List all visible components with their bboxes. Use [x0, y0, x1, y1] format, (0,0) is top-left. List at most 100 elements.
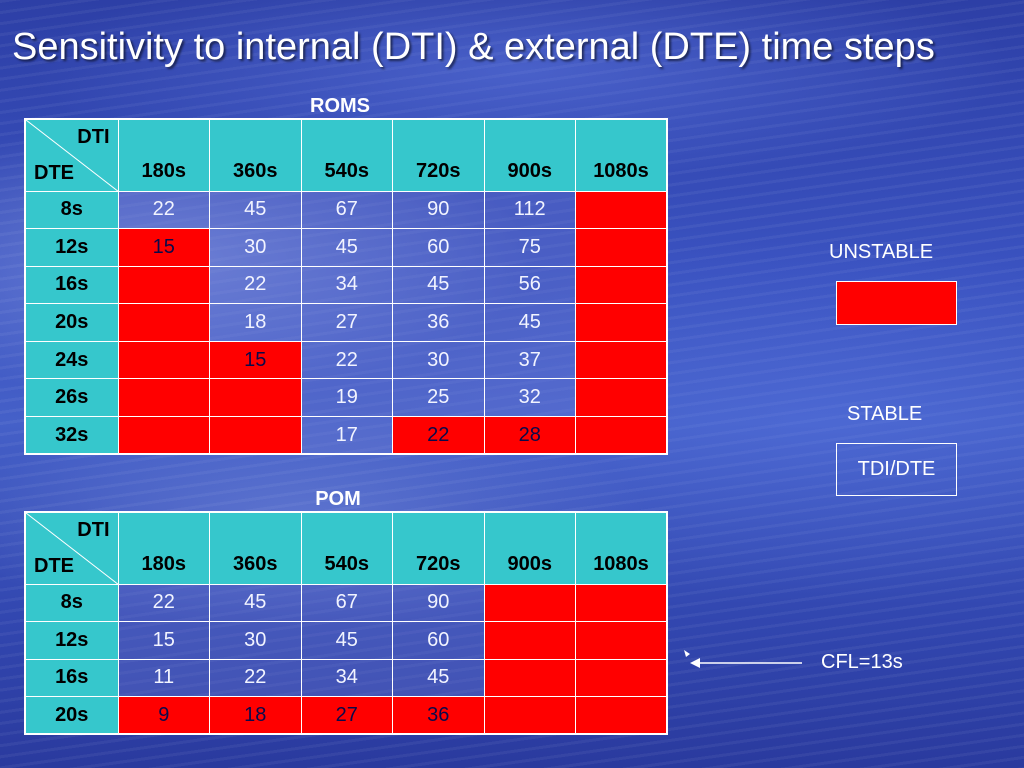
- header-row: DTI DTE 180s 360s 540s 720s 900s 1080s: [24, 511, 668, 585]
- table-cell: [483, 696, 576, 735]
- table-cell: 18: [209, 303, 302, 342]
- row-header: 8s: [24, 583, 119, 623]
- table-cell: 27: [300, 303, 393, 342]
- table-cell: [575, 621, 668, 660]
- row-header: 20s: [24, 696, 119, 735]
- dti-label: DTI: [77, 519, 110, 541]
- table-cell: 30: [209, 228, 302, 267]
- table-row: 20s 18 27 36 45: [24, 303, 668, 342]
- table-cell: [575, 228, 668, 267]
- table-cell: 22: [392, 416, 485, 455]
- table-row: 24s 15 22 30 37: [24, 340, 668, 380]
- column-header: 180s: [117, 511, 210, 585]
- table-row: 16s 22 34 45 56: [24, 265, 668, 305]
- table-cell: [575, 340, 668, 380]
- table-cell: [575, 303, 668, 342]
- table-cell: 45: [300, 621, 393, 660]
- table-cell: 112: [483, 190, 576, 230]
- left-arrow-icon: [684, 650, 802, 668]
- unstable-swatch: [836, 281, 957, 325]
- table-row: 12s 15 30 45 60: [24, 621, 668, 660]
- unstable-label: UNSTABLE: [829, 241, 934, 263]
- table-cell: 90: [392, 583, 485, 623]
- table-cell: 28: [483, 416, 576, 455]
- stable-swatch: TDI/DTE: [836, 443, 957, 496]
- column-header: 540s: [300, 118, 393, 192]
- table-cell: 22: [209, 658, 302, 698]
- table-cell: 15: [209, 340, 302, 380]
- roms-table: DTI DTE 180s 360s 540s 720s 900s 1080s 8s 22 45 67 9…: [24, 118, 668, 456]
- table-cell: [575, 416, 668, 455]
- table-cell: [575, 583, 668, 623]
- table-row: 12s 15 30 45 60 75: [24, 228, 668, 267]
- table-cell: 22: [117, 583, 210, 623]
- table-cell: 45: [300, 228, 393, 267]
- table-cell: 36: [392, 303, 485, 342]
- table-cell: 34: [300, 265, 393, 305]
- dte-label: DTE: [34, 554, 74, 577]
- row-header: 12s: [24, 228, 119, 267]
- table-cell: 45: [392, 658, 485, 698]
- column-header: 1080s: [575, 118, 668, 192]
- pom-caption: POM: [315, 488, 361, 510]
- table-cell: 22: [300, 340, 393, 380]
- pom-table: DTI DTE 180s 360s 540s 720s 900s 1080s 8s 22 45 67 9…: [24, 511, 668, 736]
- table-cell: 34: [300, 658, 393, 698]
- row-header: 32s: [24, 416, 119, 455]
- table-cell: 67: [300, 583, 393, 623]
- table-cell: 60: [392, 621, 485, 660]
- row-header: 8s: [24, 190, 119, 230]
- row-header: 12s: [24, 621, 119, 660]
- column-header: 900s: [483, 118, 576, 192]
- table-cell: [575, 265, 668, 305]
- table-cell: 45: [392, 265, 485, 305]
- header-row: DTI DTE 180s 360s 540s 720s 900s 1080s: [24, 118, 668, 192]
- table-cell: [209, 416, 302, 455]
- slide-title: Sensitivity to internal (DTI) & external…: [12, 26, 935, 68]
- cfl-label: CFL=13s: [821, 651, 903, 673]
- row-header: 16s: [24, 658, 119, 698]
- stable-label: STABLE: [847, 403, 923, 425]
- table-cell: 36: [392, 696, 485, 735]
- column-header: 360s: [209, 511, 302, 585]
- table-cell: 19: [300, 378, 393, 418]
- table-row: 8s 22 45 67 90 112: [24, 190, 668, 230]
- table-row: 20s 9 18 27 36: [24, 696, 668, 735]
- diagonal-divider: [26, 513, 119, 585]
- table-cell: 9: [117, 696, 210, 735]
- table-cell: 15: [117, 621, 210, 660]
- table-cell: [575, 378, 668, 418]
- table-cell: [483, 621, 576, 660]
- corner-cell: DTI DTE: [24, 511, 119, 585]
- table-cell: [483, 583, 576, 623]
- table-cell: 27: [300, 696, 393, 735]
- table-cell: 45: [209, 190, 302, 230]
- table-cell: 25: [392, 378, 485, 418]
- row-header: 24s: [24, 340, 119, 380]
- table-cell: 75: [483, 228, 576, 267]
- column-header: 720s: [392, 511, 485, 585]
- table-cell: 32: [483, 378, 576, 418]
- table-cell: [575, 696, 668, 735]
- table-cell: [209, 378, 302, 418]
- table-cell: [117, 416, 210, 455]
- table-cell: [117, 303, 210, 342]
- diagonal-divider: [26, 120, 119, 192]
- table-row: 26s 19 25 32: [24, 378, 668, 418]
- table-cell: 45: [209, 583, 302, 623]
- table-cell: 30: [392, 340, 485, 380]
- table-cell: 22: [117, 190, 210, 230]
- column-header: 360s: [209, 118, 302, 192]
- dte-label: DTE: [34, 161, 74, 184]
- table-cell: 18: [209, 696, 302, 735]
- column-header: 1080s: [575, 511, 668, 585]
- column-header: 900s: [483, 511, 576, 585]
- table-cell: [575, 658, 668, 698]
- table-cell: 67: [300, 190, 393, 230]
- table-row: 8s 22 45 67 90: [24, 583, 668, 623]
- table-cell: 37: [483, 340, 576, 380]
- dti-label: DTI: [77, 126, 110, 148]
- row-header: 26s: [24, 378, 119, 418]
- row-header: 16s: [24, 265, 119, 305]
- table-cell: 17: [300, 416, 393, 455]
